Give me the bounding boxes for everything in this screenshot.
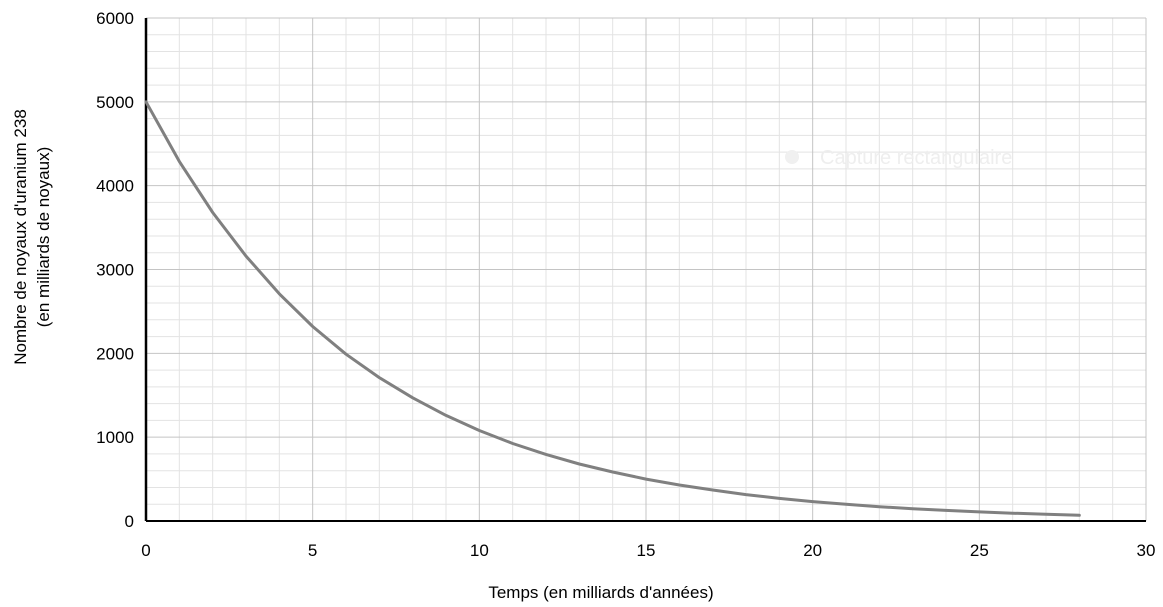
record-icon [785, 150, 799, 164]
x-tick-labels: 0 5 10 15 20 25 30 [141, 541, 1155, 560]
x-tick-label: 5 [308, 541, 317, 560]
grid [145, 17, 1147, 522]
y-tick-label: 6000 [96, 9, 134, 28]
x-axis-title: Temps (en milliards d'années) [488, 583, 713, 602]
x-tick-label: 15 [637, 541, 656, 560]
x-tick-label: 0 [141, 541, 150, 560]
series-group [144, 100, 1081, 517]
y-tick-label: 1000 [96, 428, 134, 447]
y-tick-label: 3000 [96, 261, 134, 280]
y-tick-label: 0 [125, 512, 134, 531]
y-tick-labels: 0 1000 2000 3000 4000 5000 6000 [96, 9, 134, 531]
watermark: Capture rectangulaire [785, 147, 1012, 169]
watermark-text: Capture rectangulaire [820, 147, 1012, 169]
x-tick-label: 10 [470, 541, 489, 560]
x-tick-label: 20 [803, 541, 822, 560]
x-tick-label: 30 [1137, 541, 1156, 560]
y-tick-label: 5000 [96, 93, 134, 112]
series-line [144, 100, 1081, 517]
y-axis-title-line-1: Nombre de noyaux d'uranium 238 [11, 109, 30, 365]
y-axis-title-line-2: (en milliards de noyaux) [34, 147, 53, 327]
x-tick-label: 25 [970, 541, 989, 560]
y-tick-label: 4000 [96, 177, 134, 196]
y-tick-label: 2000 [96, 344, 134, 363]
